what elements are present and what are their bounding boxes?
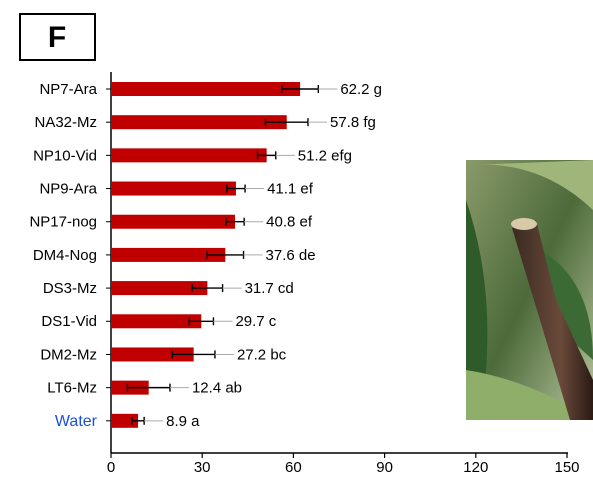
value-label: 41.1 ef [267, 181, 314, 198]
value-label: 37.6 de [266, 247, 316, 264]
x-tick-label: 90 [376, 459, 393, 476]
y-tick-label: LT6-Mz [47, 380, 97, 397]
bar [111, 82, 301, 96]
y-tick-label: NP10-Vid [33, 147, 97, 164]
bar [111, 281, 208, 296]
panel-label: F [48, 21, 66, 54]
value-label: 57.8 fg [330, 114, 376, 131]
x-tick-label: 30 [194, 459, 211, 476]
value-label: 51.2 efg [298, 147, 352, 164]
y-tick-label: DS1-Vid [41, 313, 97, 330]
bar [111, 247, 226, 262]
bar [111, 314, 202, 329]
photo [466, 160, 593, 420]
x-tick-label: 150 [554, 459, 579, 476]
y-tick-label: DM2-Mz [40, 346, 97, 363]
value-label: 31.7 cd [245, 280, 294, 297]
x-tick-label: 120 [463, 459, 488, 476]
value-label: 62.2 g [340, 81, 382, 98]
y-tick-label: DS3-Mz [43, 280, 97, 297]
x-tick-label: 0 [107, 459, 115, 476]
y-tick-label: DM4-Nog [33, 247, 97, 264]
bar [111, 181, 236, 196]
bar [111, 148, 267, 163]
y-tick-label: NA32-Mz [34, 114, 97, 131]
bar [111, 214, 236, 229]
y-tick-label: NP9-Ara [39, 181, 97, 198]
value-label: 29.7 c [235, 313, 276, 330]
y-tick-label: Water [55, 413, 98, 430]
value-label: 12.4 ab [192, 380, 242, 397]
x-tick-label: 60 [285, 459, 302, 476]
panel-label-box [19, 13, 96, 61]
y-tick-label: NP7-Ara [39, 81, 97, 98]
value-label: 27.2 bc [237, 346, 287, 363]
bar [111, 115, 287, 130]
value-label: 40.8 ef [266, 214, 313, 231]
y-tick-label: NP17-nog [29, 214, 97, 231]
value-label: 8.9 a [166, 413, 200, 430]
